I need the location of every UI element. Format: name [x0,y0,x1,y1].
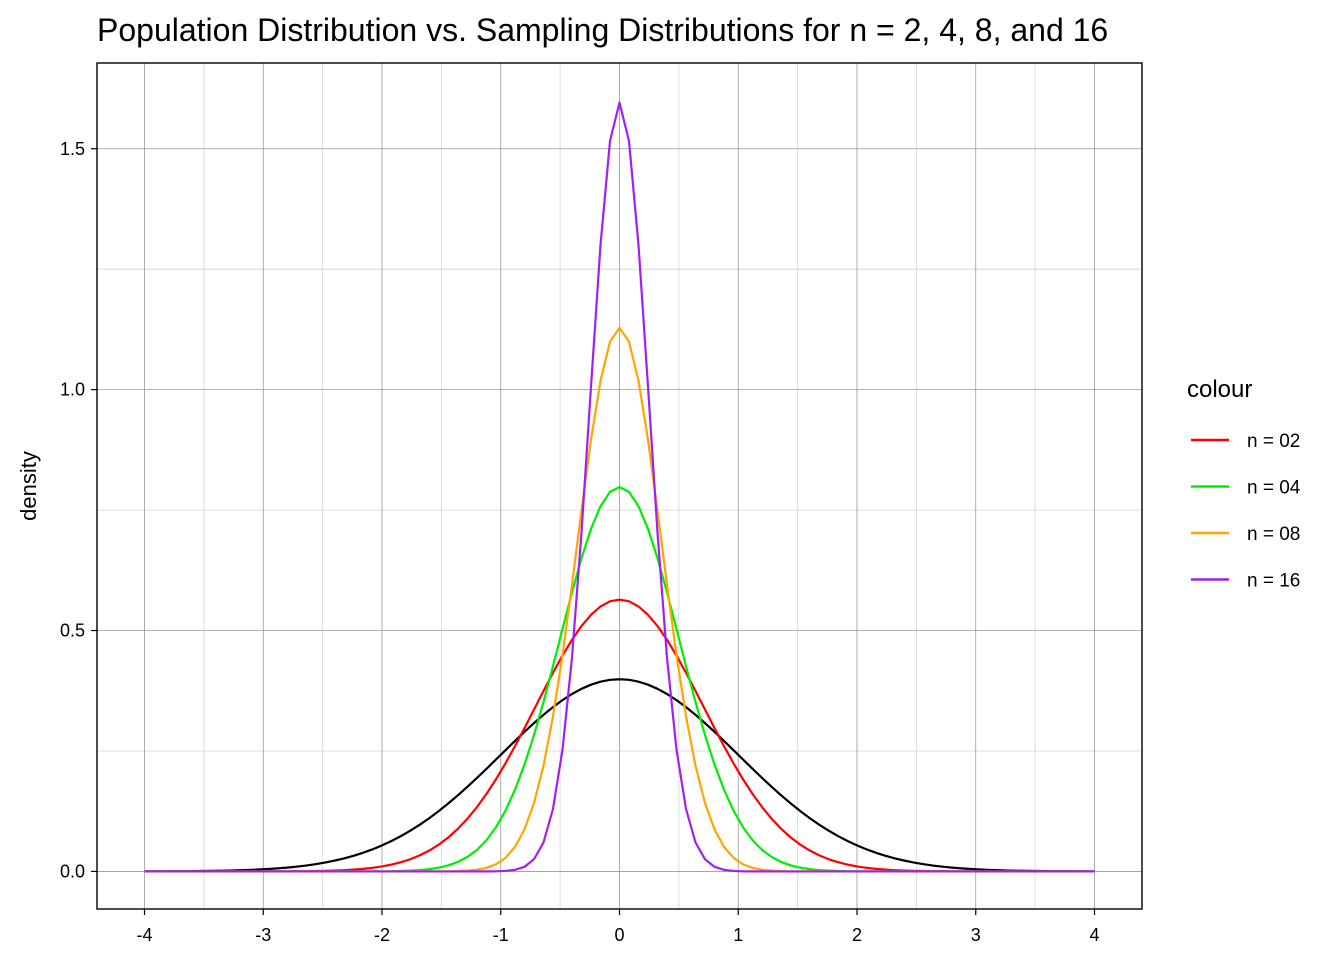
x-tick-label: -4 [136,925,152,945]
x-tick-label: 3 [971,925,981,945]
y-axis-title: density [16,451,41,521]
legend-items: n = 02 n = 04 n = 08 n = 16 [1191,431,1301,592]
legend-label: n = 08 [1247,524,1300,545]
y-tick-label: 0.5 [60,621,85,641]
legend-label: n = 04 [1247,478,1301,499]
legend-label: n = 02 [1247,431,1300,452]
x-tick-label: 1 [733,925,743,945]
x-tick-label: -1 [493,925,509,945]
grid [97,63,1142,909]
x-tick-label: 2 [852,925,862,945]
legend-label: n = 16 [1247,571,1300,592]
x-axis: -4 -3 -2 -1 0 1 2 3 4 [136,909,1100,945]
series-line-n-16 [144,101,1095,873]
legend-title: colour [1187,376,1252,403]
x-tick-label: 0 [614,925,624,945]
x-tick-label: -3 [255,925,271,945]
y-tick-label: 1.5 [60,139,85,159]
chart-title: Population Distribution vs. Sampling Dis… [97,12,1108,48]
legend: colour n = 02 n = 04 n = 08 n = 16 [1187,376,1301,592]
x-tick-label: 4 [1089,925,1099,945]
x-tick-label: -2 [374,925,390,945]
y-tick-label: 0.0 [60,861,85,881]
series-lines [144,101,1095,873]
y-axis: 0.0 0.5 1.0 1.5 [60,139,97,881]
series-line-population [144,678,1095,873]
y-tick-label: 1.0 [60,380,85,400]
